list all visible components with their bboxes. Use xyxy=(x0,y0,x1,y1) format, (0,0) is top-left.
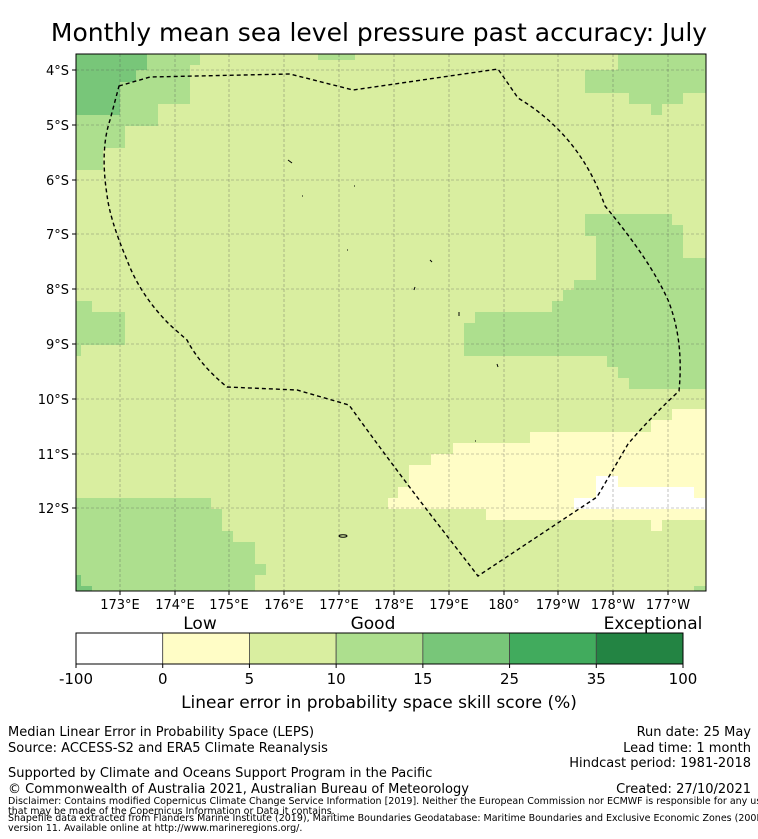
latitude-label: 12°S xyxy=(38,502,69,517)
graticule xyxy=(76,54,706,591)
latitude-label: 7°S xyxy=(46,228,69,243)
footer-source: Source: ACCESS-S2 and ERA5 Climate Reana… xyxy=(8,741,328,756)
colorbar-tick-label: -100 xyxy=(59,670,93,688)
skill-map: 4°S 5°S 6°S 7°S 8°S 9°S 10°S 11°S 12°S 173°E 174°… xyxy=(38,53,707,688)
longitude-label: 177°E xyxy=(319,598,359,613)
islands xyxy=(287,159,499,538)
created-date: Created: 27/10/2021 xyxy=(616,782,751,797)
longitude-label: 178°W xyxy=(591,598,635,613)
lead-time: Lead time: 1 month xyxy=(623,741,751,756)
latitude-label: 9°S xyxy=(46,338,69,353)
colorbar: -100 0 5 10 15 25 35 100 Low Good Exceptional xyxy=(59,614,702,688)
colorbar-tick-label: 15 xyxy=(413,670,432,688)
longitude-label: 178°E xyxy=(374,598,414,613)
longitude-label: 173°E xyxy=(100,598,140,613)
eez-boundary xyxy=(103,68,681,577)
footer-copyright: © Commonwealth of Australia 2021, Austra… xyxy=(8,782,469,797)
longitude-label: 174°E xyxy=(155,598,195,613)
colorbar-frame xyxy=(75,632,684,665)
colorbar-tick-label: 5 xyxy=(245,670,255,688)
colorbar-tick-label: 35 xyxy=(587,670,606,688)
skill-field xyxy=(76,54,706,591)
longitude-label: 176°E xyxy=(264,598,304,613)
colorbar-tick-label: 25 xyxy=(500,670,519,688)
colorbar-tick-label: 10 xyxy=(327,670,346,688)
colorbar-swatch xyxy=(249,632,337,665)
colorbar-swatch xyxy=(422,632,510,665)
hindcast-period: Hindcast period: 1981-2018 xyxy=(569,756,751,771)
colorbar-swatch xyxy=(335,632,424,665)
colorbar-tick-label: 0 xyxy=(158,670,168,688)
footer-disclaimer-4: version 11. Available online at http://w… xyxy=(8,823,303,834)
footer-disclaimer-3: Shapefile data extracted from Flanders M… xyxy=(8,813,758,824)
skill-category-label: Low xyxy=(183,614,217,634)
run-date: Run date: 25 May xyxy=(636,725,751,740)
footer-support: Supported by Climate and Oceans Support … xyxy=(8,766,433,781)
footer-disclaimer-2: that may be made of the Copernicus Infor… xyxy=(8,806,335,817)
latitude-label: 10°S xyxy=(38,393,69,408)
skill-category-label: Good xyxy=(351,614,396,634)
longitude-labels: 173°E 174°E 175°E 176°E 177°E 178°E 179°E 180° 1… xyxy=(100,591,690,613)
map-frame xyxy=(75,53,707,592)
colorbar-swatch xyxy=(75,632,164,665)
latitude-label: 11°S xyxy=(38,448,69,463)
skill-category-label: Exceptional xyxy=(604,614,703,634)
longitude-label: 180° xyxy=(488,598,519,613)
longitude-label: 175°E xyxy=(209,598,249,613)
longitude-label: 179°E xyxy=(429,598,469,613)
latitude-labels: 4°S 5°S 6°S 7°S 8°S 9°S 10°S 11°S 12°S xyxy=(38,64,76,517)
colorbar-swatch xyxy=(595,632,684,665)
longitude-label: 177°W xyxy=(646,598,690,613)
latitude-label: 5°S xyxy=(46,119,69,134)
page-title: Monthly mean sea level pressure past acc… xyxy=(50,18,708,47)
footer-method: Median Linear Error in Probability Space… xyxy=(8,725,315,740)
latitude-label: 6°S xyxy=(46,174,69,189)
colorbar-swatch xyxy=(162,632,250,665)
colorbar-tick-label: 100 xyxy=(669,670,698,688)
footer-disclaimer-1: Disclaimer: Contains modified Copernicus… xyxy=(8,796,758,807)
colorbar-swatch xyxy=(509,632,597,665)
latitude-label: 8°S xyxy=(46,283,69,298)
colorbar-title: Linear error in probability space skill … xyxy=(181,693,577,713)
latitude-label: 4°S xyxy=(46,64,69,79)
longitude-label: 179°W xyxy=(536,598,580,613)
